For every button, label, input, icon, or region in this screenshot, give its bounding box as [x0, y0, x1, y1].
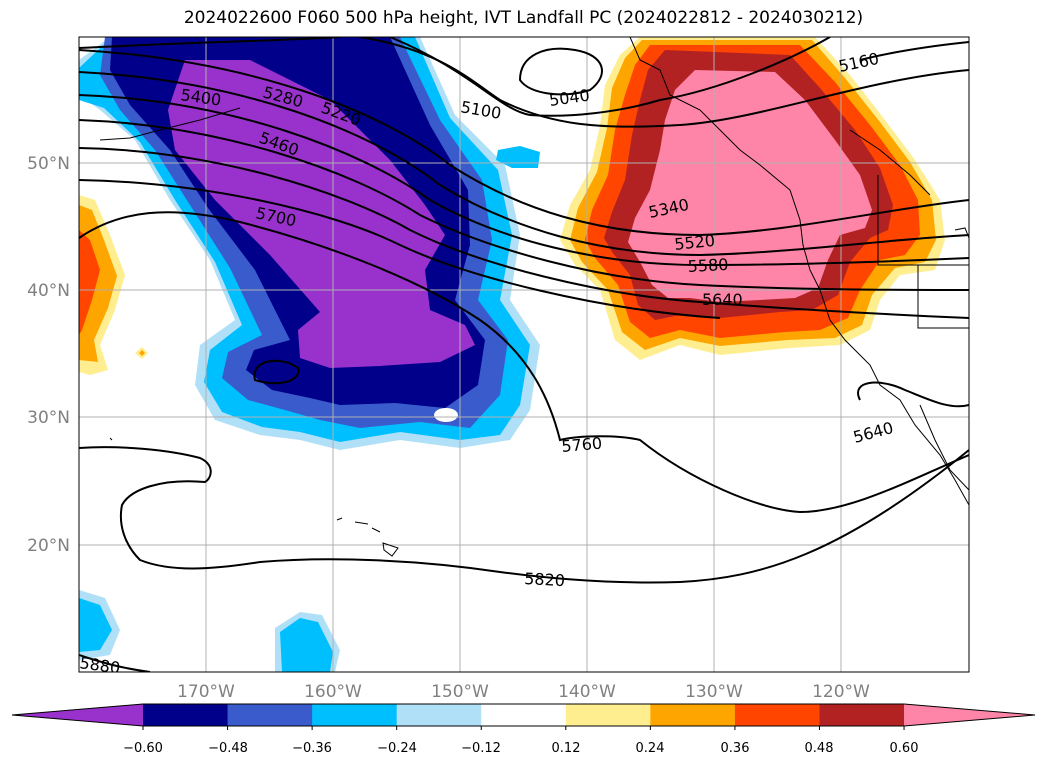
colorbar-tick-label: −0.12: [461, 741, 501, 756]
lon-label: 150°W: [431, 682, 489, 702]
colorbar-tick-label: −0.48: [208, 741, 248, 756]
map-title: 2024022600 F060 500 hPa height, IVT Land…: [183, 8, 864, 28]
coastlines: [99, 37, 969, 557]
lat-label: 20°N: [27, 536, 70, 556]
colorbar-segment: [396, 704, 482, 726]
longitude-labels: 170°W 160°W 150°W 140°W 130°W 120°W: [177, 682, 870, 702]
lat-label: 50°N: [27, 154, 70, 174]
ivt-hole: [434, 408, 458, 422]
lon-label: 170°W: [177, 682, 235, 702]
contour-label: 5760: [561, 434, 603, 456]
lon-label: 140°W: [558, 682, 616, 702]
colorbar-tick-label: 0.12: [552, 741, 581, 756]
colorbar-tick-label: −0.24: [377, 741, 417, 756]
colorbar-segment: [143, 704, 229, 726]
colorbar-segment: [312, 704, 398, 726]
ivt-negative-patch-s-inner: [280, 618, 333, 672]
lat-label: 30°N: [27, 408, 70, 428]
colorbar-extend-right: [904, 704, 1035, 726]
colorbar-tick-labels: −0.60 −0.48 −0.36 −0.24 −0.12 0.12 0.24 …: [123, 741, 918, 756]
colorbar-tick-label: 0.48: [805, 741, 834, 756]
colorbar-segment: [227, 704, 313, 726]
lon-label: 130°W: [685, 682, 743, 702]
colorbar-tick-label: −0.60: [123, 741, 163, 756]
colorbar-extend-left: [12, 704, 143, 726]
gridlines: [79, 37, 969, 672]
contour-label: 5880: [78, 653, 121, 677]
ivt-negative-patch-sw-inner: [79, 598, 112, 652]
contour-label: 5520: [673, 231, 715, 254]
ivt-positive-dot-inner: [139, 350, 145, 356]
ivt-negative-purple: [168, 60, 475, 368]
map-area: 5400 5280 5220 5460 5700 5100 5040 5160 …: [78, 37, 969, 677]
contour-label: 5820: [524, 569, 566, 590]
colorbar-tick-label: 0.24: [636, 741, 665, 756]
ivt-positive-pink: [628, 70, 872, 302]
colorbar-segment: [734, 704, 820, 726]
contour-label: 5580: [687, 255, 729, 276]
colorbar-tick-label: 0.60: [890, 741, 919, 756]
lon-label: 160°W: [304, 682, 362, 702]
colorbar-segment: [819, 704, 905, 726]
colorbar-tick-label: 0.36: [721, 741, 750, 756]
contour-label: 5640: [702, 290, 743, 309]
colorbar: [11, 703, 1036, 730]
ivt-positive-patch-w-red: [79, 230, 100, 335]
lat-label: 40°N: [27, 281, 70, 301]
colorbar-segment: [565, 704, 651, 726]
map-frame: [78, 36, 970, 673]
colorbar-segment: [481, 704, 567, 726]
latitude-labels: 50°N 40°N 30°N 20°N: [27, 154, 70, 556]
lon-label: 120°W: [812, 682, 870, 702]
height-contours: [79, 37, 969, 672]
colorbar-tick-label: −0.36: [292, 741, 332, 756]
colorbar-segment: [650, 704, 736, 726]
